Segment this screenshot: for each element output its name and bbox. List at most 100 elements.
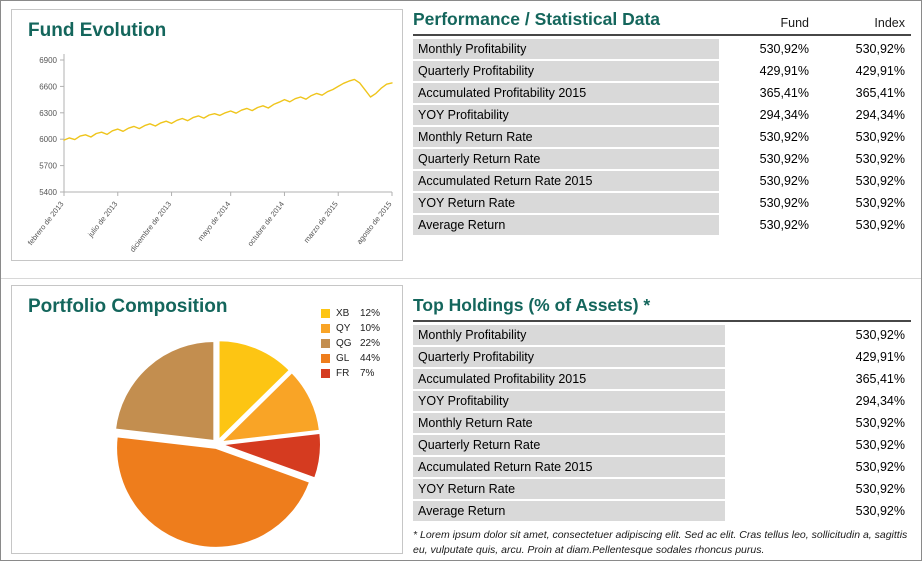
fund-column-header: Fund (780, 16, 810, 30)
svg-text:6000: 6000 (39, 135, 57, 144)
svg-text:octubre de 2014: octubre de 2014 (246, 200, 286, 248)
index-value: 429,91% (855, 64, 905, 78)
table-row: Average Return 530,92% (413, 501, 911, 521)
legend-swatch (321, 324, 330, 333)
row-label: Accumulated Profitability 2015 (413, 83, 719, 103)
holding-value: 530,92% (855, 460, 905, 474)
row-label: YOY Return Rate (413, 193, 719, 213)
svg-text:marzo de 2015: marzo de 2015 (302, 200, 340, 245)
pie-slice-qg (113, 340, 216, 443)
holding-value: 365,41% (855, 372, 905, 386)
portfolio-composition-title: Portfolio Composition (28, 296, 228, 317)
fund-value: 429,91% (759, 64, 809, 78)
table-row: Quarterly Profitability 429,91% 429,91% (413, 61, 911, 81)
row-label: Monthly Profitability (413, 39, 719, 59)
footnote: * Lorem ipsum dolor sit amet, consectetu… (413, 529, 908, 556)
index-value: 530,92% (855, 174, 905, 188)
index-value: 365,41% (855, 86, 905, 100)
pie-slice-qy (217, 370, 322, 444)
svg-text:febrero de 2013: febrero de 2013 (26, 200, 66, 247)
legend-swatch (321, 309, 330, 318)
performance-title: Performance / Statistical Data (413, 9, 661, 29)
pie-legend: XB 12% QY 10% QG 22% GL 44% FR 7% (321, 306, 388, 381)
holding-value: 530,92% (855, 482, 905, 496)
svg-text:agosto de 2015: agosto de 2015 (355, 200, 394, 246)
svg-text:6300: 6300 (39, 109, 57, 118)
table-row: Accumulated Profitability 2015 365,41% (413, 369, 911, 389)
table-row: YOY Profitability 294,34% 294,34% (413, 105, 911, 125)
performance-header: Performance / Statistical Data Fund Inde… (413, 9, 911, 36)
index-value: 530,92% (855, 42, 905, 56)
row-label: Accumulated Return Rate 2015 (413, 171, 719, 191)
table-row: Monthly Return Rate 530,92% 530,92% (413, 127, 911, 147)
table-row: Monthly Profitability 530,92% 530,92% (413, 39, 911, 59)
legend-label: QY (336, 323, 351, 334)
svg-text:5700: 5700 (39, 162, 57, 171)
index-value: 530,92% (855, 218, 905, 232)
fund-value: 294,34% (759, 108, 809, 122)
pie-slice-xb (217, 339, 292, 443)
legend-item: FR 7% (321, 366, 388, 381)
index-value: 294,34% (855, 108, 905, 122)
legend-label: FR (336, 368, 350, 379)
holding-value: 530,92% (855, 504, 905, 518)
holding-value: 429,91% (855, 350, 905, 364)
fund-value: 530,92% (759, 218, 809, 232)
top-holdings-section: Top Holdings (% of Assets) * Monthly Pro… (413, 295, 911, 557)
legend-label: QG (336, 338, 352, 349)
row-label: Monthly Return Rate (413, 413, 725, 433)
fund-value: 365,41% (759, 86, 809, 100)
fund-value: 530,92% (759, 152, 809, 166)
legend-item: QY 10% (321, 321, 388, 336)
legend-label: XB (336, 308, 350, 319)
fund-evolution-line-chart: 5400 5700 6000 6300 6600 6900 febrero de 2013 j… (26, 54, 394, 254)
table-row: Quarterly Return Rate 530,92% 530,92% (413, 149, 911, 169)
row-label: YOY Return Rate (413, 479, 725, 499)
legend-swatch (321, 369, 330, 378)
fund-evolution-panel: Fund Evolution 5400 5700 6000 6300 6600 6900 f… (11, 9, 403, 261)
row-label: Monthly Profitability (413, 325, 725, 345)
legend-percent: 7% (360, 368, 375, 379)
table-row: Accumulated Return Rate 2015 530,92% 530,9… (413, 171, 911, 191)
svg-text:6600: 6600 (39, 82, 57, 91)
table-row: Accumulated Profitability 2015 365,41% 365… (413, 83, 911, 103)
top-holdings-header: Top Holdings (% of Assets) * (413, 295, 911, 322)
table-row: Quarterly Return Rate 530,92% (413, 435, 911, 455)
table-row: Monthly Return Rate 530,92% (413, 413, 911, 433)
table-row: YOY Return Rate 530,92% (413, 479, 911, 499)
legend-item: XB 12% (321, 306, 388, 321)
svg-text:diciembre de 2013: diciembre de 2013 (128, 200, 173, 254)
row-label: YOY Profitability (413, 391, 725, 411)
index-value: 530,92% (855, 152, 905, 166)
legend-item: GL 44% (321, 351, 388, 366)
table-row: Monthly Profitability 530,92% (413, 325, 911, 345)
holding-value: 294,34% (855, 394, 905, 408)
legend-percent: 22% (360, 338, 381, 349)
pie-slice-fr (220, 431, 322, 480)
legend-item: QG 22% (321, 336, 388, 351)
row-label: Accumulated Profitability 2015 (413, 369, 725, 389)
legend-swatch (321, 354, 330, 363)
row-label: Quarterly Profitability (413, 61, 719, 81)
index-value: 530,92% (855, 130, 905, 144)
row-label: Quarterly Profitability (413, 347, 725, 367)
fund-evolution-title: Fund Evolution (28, 20, 167, 41)
performance-section: Performance / Statistical Data Fund Inde… (413, 9, 911, 237)
svg-text:julio de 2013: julio de 2013 (85, 200, 119, 240)
row-label: Average Return (413, 501, 725, 521)
table-row: Average Return 530,92% 530,92% (413, 215, 911, 235)
top-holdings-title: Top Holdings (% of Assets) * (413, 295, 651, 315)
portfolio-pie-chart (113, 339, 322, 549)
fund-value: 530,92% (759, 196, 809, 210)
svg-text:5400: 5400 (39, 188, 57, 197)
holding-value: 530,92% (855, 438, 905, 452)
pie-slice-gl (115, 435, 312, 549)
row-label: YOY Profitability (413, 105, 719, 125)
legend-swatch (321, 339, 330, 348)
top-holdings-table: Monthly Profitability 530,92% Quarterly Pr… (413, 325, 911, 521)
legend-label: GL (336, 353, 350, 364)
legend-percent: 44% (360, 353, 381, 364)
table-row: Quarterly Profitability 429,91% (413, 347, 911, 367)
section-divider (1, 278, 921, 279)
